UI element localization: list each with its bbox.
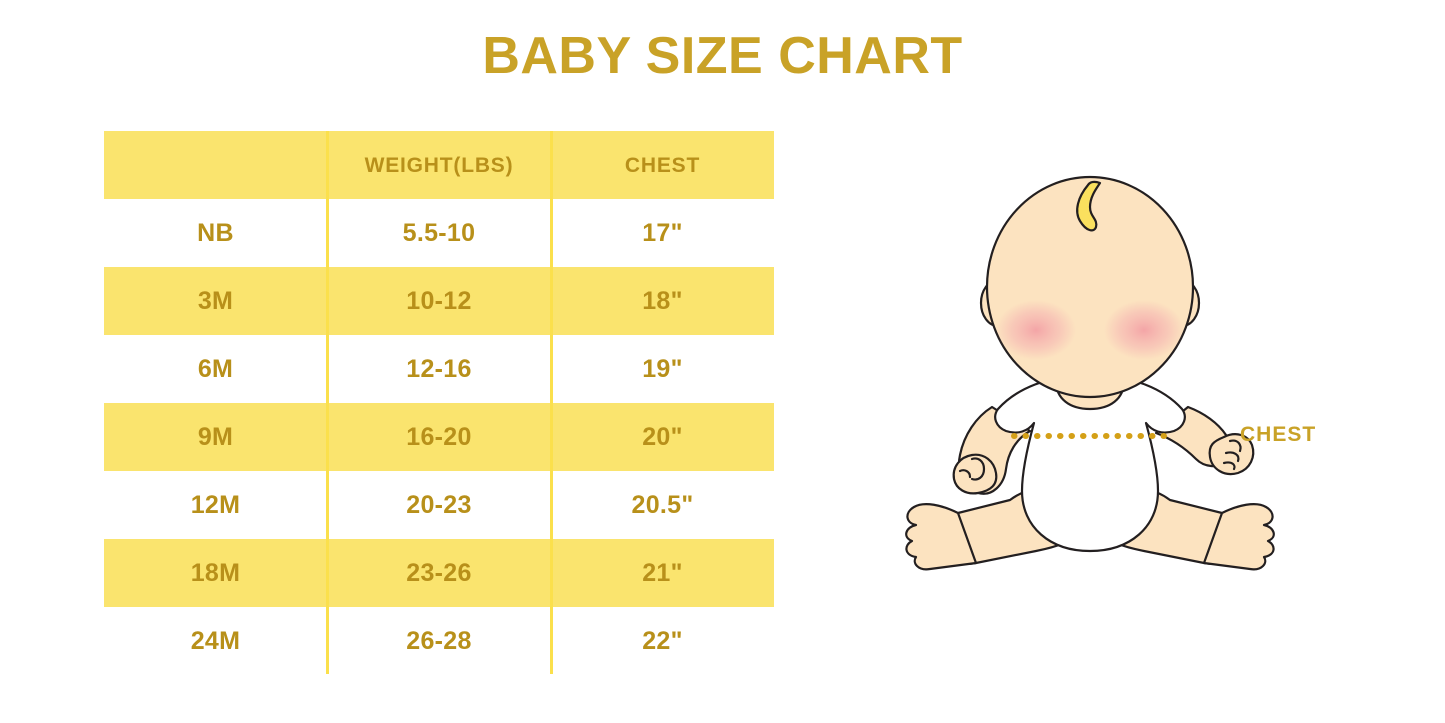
cell-weight: 26-28 bbox=[406, 626, 472, 655]
cell-weight: 20-23 bbox=[406, 490, 472, 519]
baby-left-hand bbox=[952, 453, 998, 495]
column-divider-1 bbox=[326, 131, 329, 674]
cell-chest: 19" bbox=[642, 354, 683, 383]
cell-weight: 23-26 bbox=[406, 558, 472, 587]
table-row: NB 5.5-10 17" bbox=[104, 199, 774, 267]
column-header-chest: CHEST bbox=[624, 153, 701, 177]
cell-weight: 5.5-10 bbox=[402, 218, 476, 247]
table-header-row: WEIGHT(LBS) CHEST bbox=[104, 131, 774, 199]
cell-size: 6M bbox=[197, 354, 234, 383]
baby-right-foot bbox=[1202, 503, 1275, 571]
table-body: WEIGHT(LBS) CHEST NB 5.5-10 17" 3M 10-12… bbox=[104, 131, 774, 675]
cell-size: NB bbox=[197, 218, 234, 247]
baby-onesie bbox=[994, 373, 1186, 553]
table-row: 24M 26-28 22" bbox=[104, 607, 774, 675]
cell-chest: 22" bbox=[642, 626, 683, 655]
baby-right-hand bbox=[1208, 433, 1255, 476]
chest-measure-label: CHEST bbox=[1240, 423, 1317, 446]
table-row: 18M 23-26 21" bbox=[104, 539, 774, 607]
cell-weight: 10-12 bbox=[406, 286, 472, 315]
cell-size: 9M bbox=[197, 422, 234, 451]
cell-chest: 21" bbox=[642, 558, 683, 587]
cell-size: 18M bbox=[190, 558, 241, 587]
baby-cheeks bbox=[996, 300, 1184, 360]
baby-hair-curl bbox=[1076, 180, 1102, 232]
table-row: 12M 20-23 20.5" bbox=[104, 471, 774, 539]
table-row: 3M 10-12 18" bbox=[104, 267, 774, 335]
cell-size: 3M bbox=[197, 286, 234, 315]
cell-chest: 20.5" bbox=[631, 490, 694, 519]
baby-left-foot bbox=[905, 503, 978, 571]
cell-size: 12M bbox=[190, 490, 241, 519]
page-title: BABY SIZE CHART bbox=[482, 27, 963, 85]
cell-chest: 20" bbox=[642, 422, 683, 451]
table-row: 9M 16-20 20" bbox=[104, 403, 774, 471]
cell-size: 24M bbox=[190, 626, 241, 655]
cell-chest: 17" bbox=[642, 218, 683, 247]
table-row: 6M 12-16 19" bbox=[104, 335, 774, 403]
size-chart-table: WEIGHT(LBS) CHEST NB 5.5-10 17" 3M 10-12… bbox=[104, 131, 774, 675]
cell-weight: 16-20 bbox=[406, 422, 472, 451]
column-divider-2 bbox=[550, 131, 553, 674]
cell-weight: 12-16 bbox=[406, 354, 472, 383]
column-header-weight: WEIGHT(LBS) bbox=[364, 153, 514, 177]
baby-illustration bbox=[880, 155, 1300, 605]
cell-chest: 18" bbox=[642, 286, 683, 315]
